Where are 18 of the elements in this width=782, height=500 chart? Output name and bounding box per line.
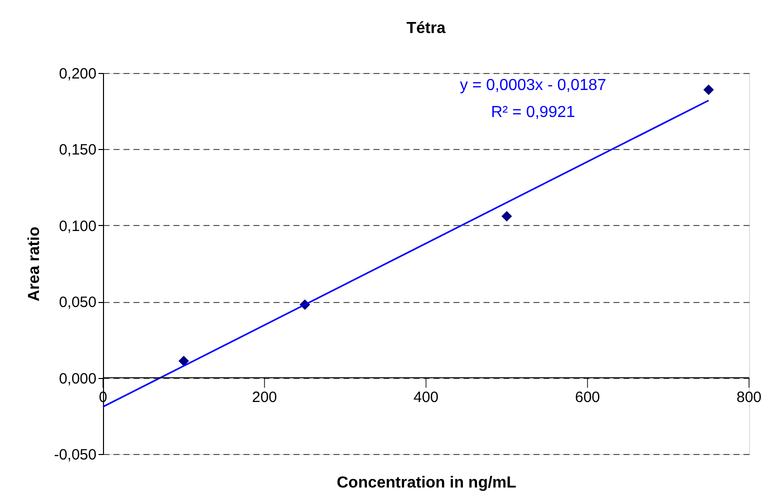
y-tick-label: 0,050 — [58, 294, 96, 312]
y-axis-title: Area ratio — [26, 226, 43, 302]
y-tick-label: 0,100 — [58, 218, 96, 235]
y-tick-label: 0,200 — [58, 66, 96, 82]
x-tick-label: 600 — [574, 388, 600, 406]
chart-title: Tétra — [406, 20, 446, 37]
x-tick-label: 800 — [736, 388, 762, 406]
x-tick-label: 200 — [252, 388, 278, 406]
x-tick-label: 400 — [413, 388, 439, 406]
point — [502, 211, 512, 222]
point — [178, 356, 189, 366]
y-tick-label: 0,000 — [58, 370, 96, 388]
annotation: y = 0,0003x - 0,0187 — [460, 77, 606, 94]
point — [703, 84, 714, 96]
y-tick-label: -0,050 — [54, 446, 96, 464]
annotation: R² = 0,9921 — [490, 104, 576, 121]
x-axis-title: Concentration in ng/mL — [336, 474, 516, 492]
y-tick-label: 0,150 — [58, 142, 96, 159]
